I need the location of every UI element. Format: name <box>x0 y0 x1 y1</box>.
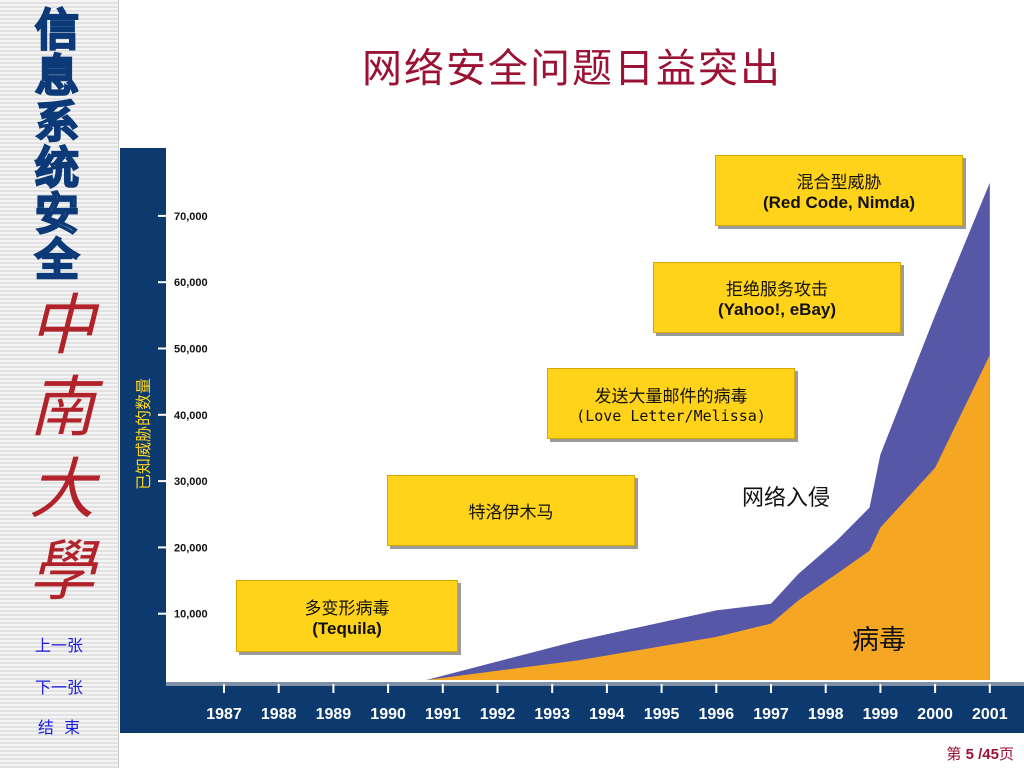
callout-polymorphic-virus: 多变形病毒 (Tequila) <box>236 580 458 652</box>
sidebar: 信 息 系 统 安 全 中 南 大 學 上一张 下一张 结 束 <box>0 0 119 768</box>
callout-blended-threat: 混合型威胁 (Red Code, Nimda) <box>715 155 963 226</box>
y-tick-label: 50,000 <box>174 344 208 356</box>
sidebar-title-char: 统 <box>34 143 80 194</box>
sidebar-title-char: 信 <box>34 5 80 56</box>
y-tick-label: 20,000 <box>174 542 208 554</box>
x-tick-label: 1998 <box>808 706 844 723</box>
x-tick-label: 1999 <box>863 706 899 723</box>
calligraphy-char: 南 <box>29 369 95 446</box>
callout-en: (Tequila) <box>312 618 382 638</box>
callout-zh: 拒绝服务攻击 <box>726 280 828 300</box>
page-number-suffix: 页 <box>998 746 1014 763</box>
area-virus <box>426 355 990 680</box>
x-tick-label: 1992 <box>480 706 516 723</box>
page-number-sep: / <box>973 746 983 763</box>
callout-zh: 特洛伊木马 <box>468 503 554 523</box>
x-tick-label: 1990 <box>370 706 406 723</box>
x-tick-label: 1995 <box>644 706 680 723</box>
series-label-virus: 病毒 <box>852 625 906 656</box>
x-tick-label: 1989 <box>316 706 352 723</box>
x-tick-label: 1994 <box>589 706 625 723</box>
x-tick-label: 1996 <box>699 706 735 723</box>
y-axis-label: 已知威胁的数量 <box>134 378 153 490</box>
page-number: 第 5 /45页 <box>946 743 1014 764</box>
next-slide-link[interactable]: 下一张 <box>34 678 83 697</box>
page-number-current: 5 <box>965 746 974 763</box>
x-tick-label: 1991 <box>425 706 461 723</box>
y-tick-label: 10,000 <box>174 609 208 621</box>
callout-zh: 混合型威胁 <box>796 173 882 193</box>
area-intrusion <box>426 182 990 681</box>
sidebar-title: 信 息 系 统 安 全 <box>22 5 92 286</box>
x-tick-label: 2000 <box>917 706 953 723</box>
axis-baseline <box>166 682 1024 686</box>
page-title: 网络安全问题日益突出 <box>362 46 782 92</box>
page-number-prefix: 第 <box>946 746 962 763</box>
y-axis-panel <box>120 148 166 733</box>
series-label-intrusion: 网络入侵 <box>742 486 831 511</box>
callout-en: (Red Code, Nimda) <box>762 193 916 212</box>
callout-trojan: 特洛伊木马 <box>387 475 635 546</box>
sidebar-title-char: 安 <box>34 189 80 240</box>
callout-mass-mail-virus: 发送大量邮件的病毒 (Love Letter/Melissa) <box>547 368 795 439</box>
x-tick-label: 1987 <box>206 706 242 723</box>
x-tick-label: 1993 <box>534 706 570 723</box>
calligraphy-char: 大 <box>29 451 95 528</box>
y-tick-label: 70,000 <box>174 211 208 223</box>
page-number-total: 45 <box>982 746 999 763</box>
end-show-link[interactable]: 结 束 <box>37 718 81 737</box>
x-tick-label: 1997 <box>753 706 789 723</box>
x-tick-label: 1988 <box>261 706 297 723</box>
calligraphy-char: 中 <box>29 287 95 364</box>
y-tick-label: 30,000 <box>174 476 208 488</box>
sidebar-title-char: 息 <box>34 51 80 102</box>
calligraphy-char: 學 <box>29 533 95 610</box>
callout-en: (Yahoo!, eBay) <box>717 300 837 319</box>
callout-zh: 发送大量邮件的病毒 <box>594 387 748 407</box>
y-tick-label: 60,000 <box>174 277 208 289</box>
sidebar-title-char: 全 <box>34 235 80 286</box>
sidebar-title-char: 系 <box>34 97 80 148</box>
x-tick-label: 2001 <box>972 706 1008 723</box>
callout-dos-attack: 拒绝服务攻击 (Yahoo!, eBay) <box>653 262 901 333</box>
prev-slide-link[interactable]: 上一张 <box>34 636 83 655</box>
university-calligraphy-logo: 中 南 大 學 <box>22 285 102 613</box>
callout-zh: 多变形病毒 <box>304 598 390 619</box>
y-tick-label: 40,000 <box>174 410 208 422</box>
callout-en: (Love Letter/Melissa) <box>576 407 766 425</box>
